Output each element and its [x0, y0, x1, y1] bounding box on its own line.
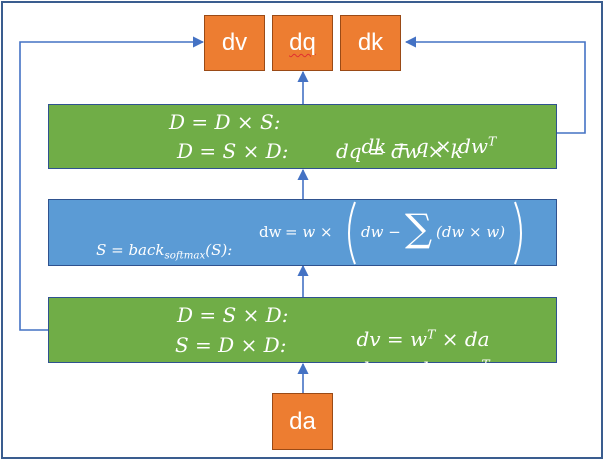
top-line2-rhs: dq = dw × k	[336, 139, 463, 163]
bottom-line1-lhs: D = S × D:	[177, 303, 289, 327]
bottom-line2-lhs: S = D × D:	[175, 333, 287, 357]
sum-symbol-icon: ∑	[405, 206, 433, 250]
arrow-bottom-to-dv	[19, 36, 205, 331]
output-dv-label: dv	[221, 29, 248, 56]
right-paren-icon	[514, 201, 522, 265]
input-da-box: da	[272, 393, 333, 450]
output-dq-label: dq	[289, 29, 316, 56]
softmax-inner: dw −	[361, 223, 401, 241]
bottom-forward-block: D = S × D: dv = wT × da S = D × D: dw = …	[48, 297, 557, 381]
softmax-sum-arg: (dw × w)	[436, 223, 506, 241]
softmax-rhs-prefix: = w ×	[285, 223, 333, 241]
output-dv-box: dv	[204, 15, 265, 71]
left-paren-icon	[348, 201, 356, 265]
arrow-top-to-dk	[404, 36, 586, 134]
top-backprop-block: D = D × S: dk = q × dwT D = S × D: dq = …	[48, 104, 557, 169]
softmax-lhs: S = backsoftmax(S):	[96, 241, 233, 262]
bottom-line1-rhs: dv = wT × da	[356, 326, 490, 351]
output-dk-box: dk	[340, 15, 401, 71]
bottom-line2-rhs: dw = da × vT	[356, 356, 490, 381]
softmax-dw-label: dw	[259, 223, 282, 241]
input-da-label: da	[289, 407, 316, 435]
output-dq-box: dq	[272, 15, 333, 71]
softmax-backward-block: S = backsoftmax(S): dw = w × dw − ∑ (dw …	[48, 199, 557, 266]
top-line1-rhs: dk = q × dwT	[361, 133, 497, 158]
output-dk-label: dk	[357, 29, 384, 56]
top-line2-lhs: D = S × D:	[177, 139, 289, 163]
top-line1-lhs: D = D × S:	[169, 110, 281, 134]
